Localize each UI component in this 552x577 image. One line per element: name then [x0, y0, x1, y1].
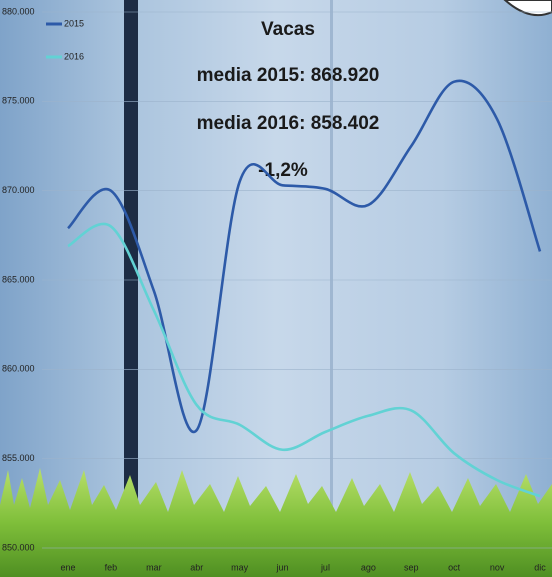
annotation: media 2015: 868.920	[197, 65, 380, 86]
x-tick-label: may	[231, 562, 249, 572]
line	[67, 79, 542, 434]
plank-gap	[124, 0, 138, 577]
x-tick-label: ene	[60, 562, 75, 572]
y-tick-label: 880.000	[2, 6, 35, 16]
x-tick-label: dic	[534, 562, 546, 572]
plank-gap	[330, 0, 333, 577]
x-tick-label: oct	[448, 562, 461, 572]
line	[67, 222, 541, 498]
x-tick-label: nov	[490, 562, 505, 572]
y-tick-label: 870.000	[2, 185, 35, 195]
corner-badge	[503, 0, 552, 16]
annotation: media 2016: 858.402	[197, 113, 380, 134]
x-tick-label: mar	[146, 562, 162, 572]
chart-title: Vacas	[261, 19, 315, 40]
y-tick-label: 875.000	[2, 96, 35, 106]
grass	[0, 468, 552, 577]
y-tick-label: 865.000	[2, 274, 35, 284]
y-tick-label: 860.000	[2, 364, 35, 374]
x-tick-label: abr	[190, 562, 203, 572]
x-tick-label: jun	[276, 562, 289, 572]
y-tick-label: 850.000	[2, 542, 35, 552]
legend-label: 2015	[64, 18, 84, 28]
x-tick-label: ago	[361, 562, 376, 572]
x-tick-label: jul	[320, 562, 330, 572]
y-tick-label: 855.000	[2, 453, 35, 463]
x-tick-label: feb	[105, 562, 118, 572]
legend-label: 2016	[64, 51, 84, 61]
x-tick-label: sep	[404, 562, 419, 572]
